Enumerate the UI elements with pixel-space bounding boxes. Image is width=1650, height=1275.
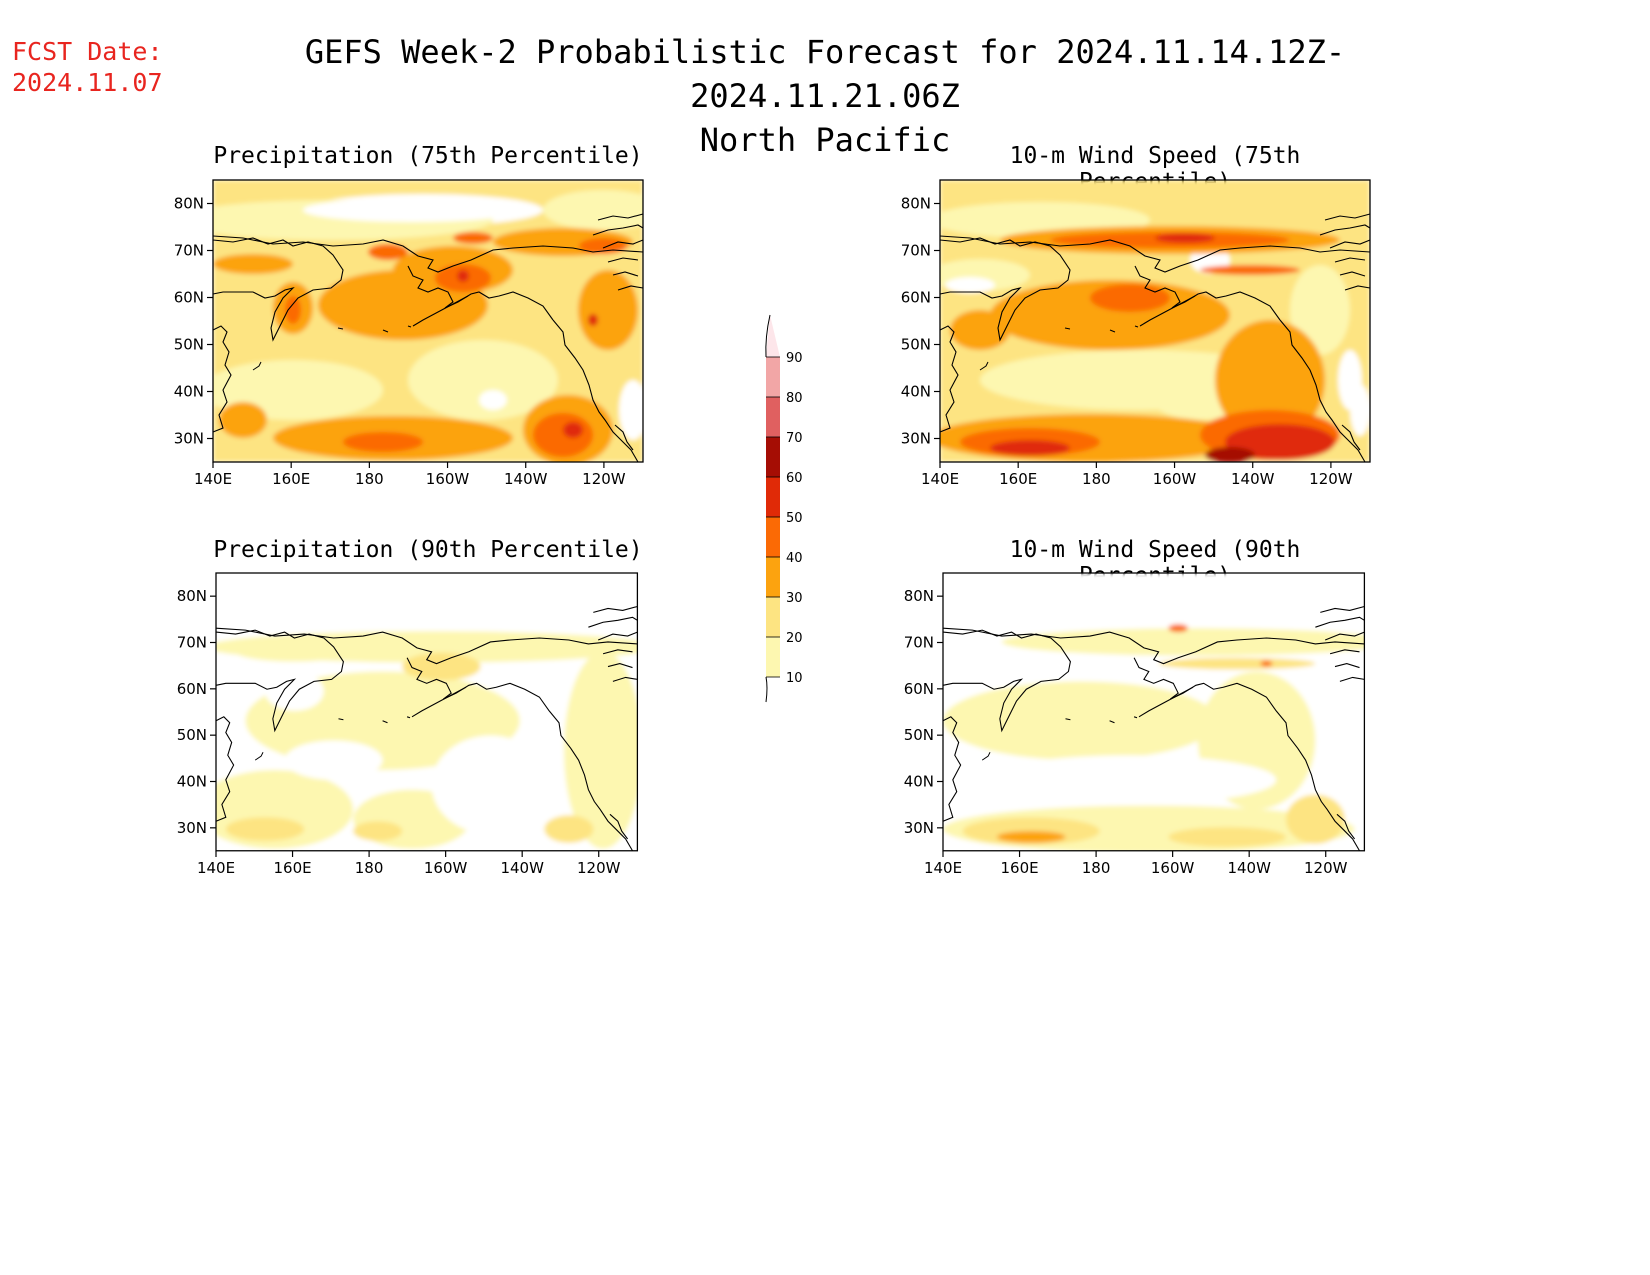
lat-tick-label: 30N xyxy=(904,819,934,837)
lon-tick-label: 180 xyxy=(1082,470,1111,488)
lat-tick-label: 50N xyxy=(901,336,931,354)
lon-tick-label: 120W xyxy=(577,859,621,877)
main-title-line-1: GEFS Week-2 Probabilistic Forecast for 2… xyxy=(304,33,1346,115)
lat-tick-label: 60N xyxy=(901,289,931,307)
lat-tick-label: 60N xyxy=(904,680,934,698)
colorbar-swatch xyxy=(766,397,780,437)
lat-tick-label: 40N xyxy=(174,383,204,401)
lon-tick-label: 140W xyxy=(1227,859,1271,877)
lon-tick-label: 120W xyxy=(582,470,626,488)
lat-tick-label: 30N xyxy=(901,430,931,448)
main-title-region: North Pacific xyxy=(699,121,951,159)
lon-tick-label: 140W xyxy=(1231,470,1275,488)
map-precip-75 xyxy=(212,179,644,463)
lon-tick-label: 120W xyxy=(1304,859,1348,877)
colorbar-label: 90 xyxy=(786,351,803,366)
lon-tick-label: 160W xyxy=(1151,859,1195,877)
lon-tick-label: 140E xyxy=(197,859,235,877)
colorbar-label: 30 xyxy=(786,591,803,606)
colorbar-label: 60 xyxy=(786,471,803,486)
colorbar-swatch xyxy=(766,557,780,597)
colorbar-label: 80 xyxy=(786,391,803,406)
lat-tick-label: 40N xyxy=(901,383,931,401)
lon-tick-label: 160E xyxy=(1000,859,1038,877)
lon-tick-label: 140E xyxy=(194,470,232,488)
colorbar-label: 50 xyxy=(786,511,803,526)
forecast-date-block: FCST Date: 2024.11.07 xyxy=(12,36,163,98)
lat-tick-label: 70N xyxy=(174,242,204,260)
colorbar-swatch xyxy=(766,477,780,517)
lat-tick-label: 40N xyxy=(904,773,934,791)
forecast-date-label: FCST Date: xyxy=(12,37,163,66)
colorbar-lower-cap xyxy=(765,676,768,703)
colorbar-swatch xyxy=(766,637,780,677)
lon-tick-label: 180 xyxy=(355,859,384,877)
lat-tick-label: 80N xyxy=(901,195,931,213)
forecast-date-value: 2024.11.07 xyxy=(12,68,163,97)
lon-tick-label: 160E xyxy=(273,859,311,877)
lon-tick-label: 160W xyxy=(424,859,468,877)
lon-tick-label: 180 xyxy=(1082,859,1111,877)
lon-tick-label: 140W xyxy=(500,859,544,877)
lat-tick-label: 50N xyxy=(904,726,934,744)
lat-tick-label: 30N xyxy=(177,819,207,837)
colorbar-swatch xyxy=(766,517,780,557)
map-wind-75 xyxy=(939,179,1371,463)
colorbar-swatch xyxy=(766,357,780,397)
lat-tick-label: 70N xyxy=(901,242,931,260)
lon-tick-label: 140E xyxy=(921,470,959,488)
lat-tick-label: 60N xyxy=(177,680,207,698)
lat-tick-label: 30N xyxy=(174,430,204,448)
lat-tick-label: 60N xyxy=(174,289,204,307)
lat-tick-label: 80N xyxy=(904,587,934,605)
colorbar-swatch xyxy=(766,437,780,477)
map-precip-90 xyxy=(215,572,639,852)
colorbar-label: 40 xyxy=(786,551,803,566)
lat-tick-label: 70N xyxy=(904,634,934,652)
lat-tick-label: 80N xyxy=(177,587,207,605)
map-wind-90 xyxy=(942,572,1366,852)
colorbar: 10 20 30 40 50 60 70 80 90 xyxy=(765,314,803,703)
colorbar-upper-cap-outline xyxy=(765,314,771,358)
colorbar-upper-cap xyxy=(766,315,780,357)
lon-tick-label: 160E xyxy=(999,470,1037,488)
lon-tick-label: 120W xyxy=(1309,470,1353,488)
lat-tick-label: 70N xyxy=(177,634,207,652)
lat-tick-label: 50N xyxy=(174,336,204,354)
colorbar-label: 70 xyxy=(786,431,803,446)
lon-tick-label: 180 xyxy=(355,470,384,488)
colorbar-label: 10 xyxy=(786,671,803,686)
axes-layer: 140E 160E 180 160W 140W 120W 80N 70N 60N 50N 40N 30… xyxy=(174,195,1353,878)
lat-tick-label: 40N xyxy=(177,773,207,791)
lon-tick-label: 160W xyxy=(1153,470,1197,488)
lat-tick-label: 50N xyxy=(177,726,207,744)
panel-title-precip-75: Precipitation (75th Percentile) xyxy=(213,143,643,169)
lat-tick-label: 80N xyxy=(174,195,204,213)
lon-tick-label: 160W xyxy=(426,470,470,488)
colorbar-swatch xyxy=(766,597,780,637)
lon-tick-label: 140W xyxy=(504,470,548,488)
main-title: GEFS Week-2 Probabilistic Forecast for 2… xyxy=(180,30,1470,162)
colorbar-label: 20 xyxy=(786,631,803,646)
panel-title-precip-90: Precipitation (90th Percentile) xyxy=(213,537,643,563)
lon-tick-label: 160E xyxy=(272,470,310,488)
lon-tick-label: 140E xyxy=(924,859,962,877)
